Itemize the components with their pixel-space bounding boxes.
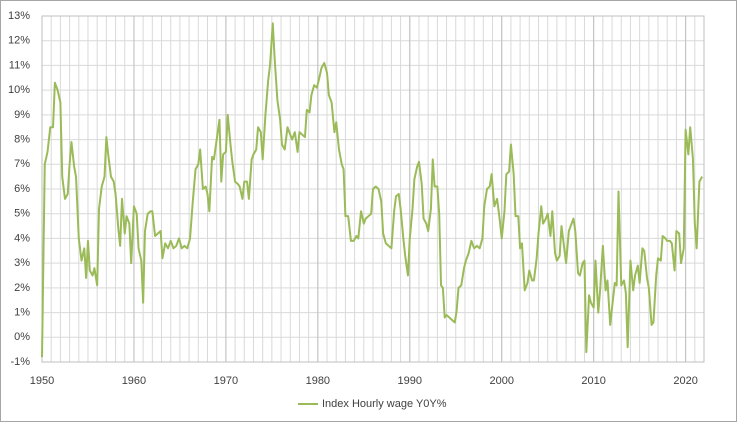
y-tick-label: 13% <box>8 10 30 22</box>
x-tick-label: 1970 <box>214 375 238 387</box>
x-tick-label: 2020 <box>673 375 697 387</box>
x-tick-label: 2010 <box>581 375 605 387</box>
x-tick-label: 1990 <box>398 375 422 387</box>
y-tick-label: 11% <box>9 59 30 71</box>
line-series <box>41 22 704 358</box>
y-tick-label: -1% <box>10 356 30 368</box>
y-tick-label: 7% <box>14 158 30 170</box>
legend-label: Index Hourly wage Y0Y% <box>322 398 447 410</box>
y-tick-label: 6% <box>14 183 30 195</box>
y-tick-label: 12% <box>8 35 30 47</box>
y-tick-label: 4% <box>14 232 30 244</box>
x-tick-label: 1950 <box>30 375 54 387</box>
y-tick-label: 10% <box>8 84 30 96</box>
plot-area <box>41 15 705 363</box>
y-tick-label: 2% <box>14 282 30 294</box>
y-tick-label: 9% <box>14 109 30 121</box>
x-tick-label: 1980 <box>306 375 330 387</box>
y-tick-label: 5% <box>14 208 30 220</box>
y-tick-label: 3% <box>14 257 30 269</box>
y-tick-label: 1% <box>14 306 30 318</box>
y-tick-label: 8% <box>14 133 30 145</box>
x-tick-label: 1960 <box>122 375 146 387</box>
x-tick-label: 2000 <box>489 375 513 387</box>
y-tick-label: 0% <box>14 331 30 343</box>
